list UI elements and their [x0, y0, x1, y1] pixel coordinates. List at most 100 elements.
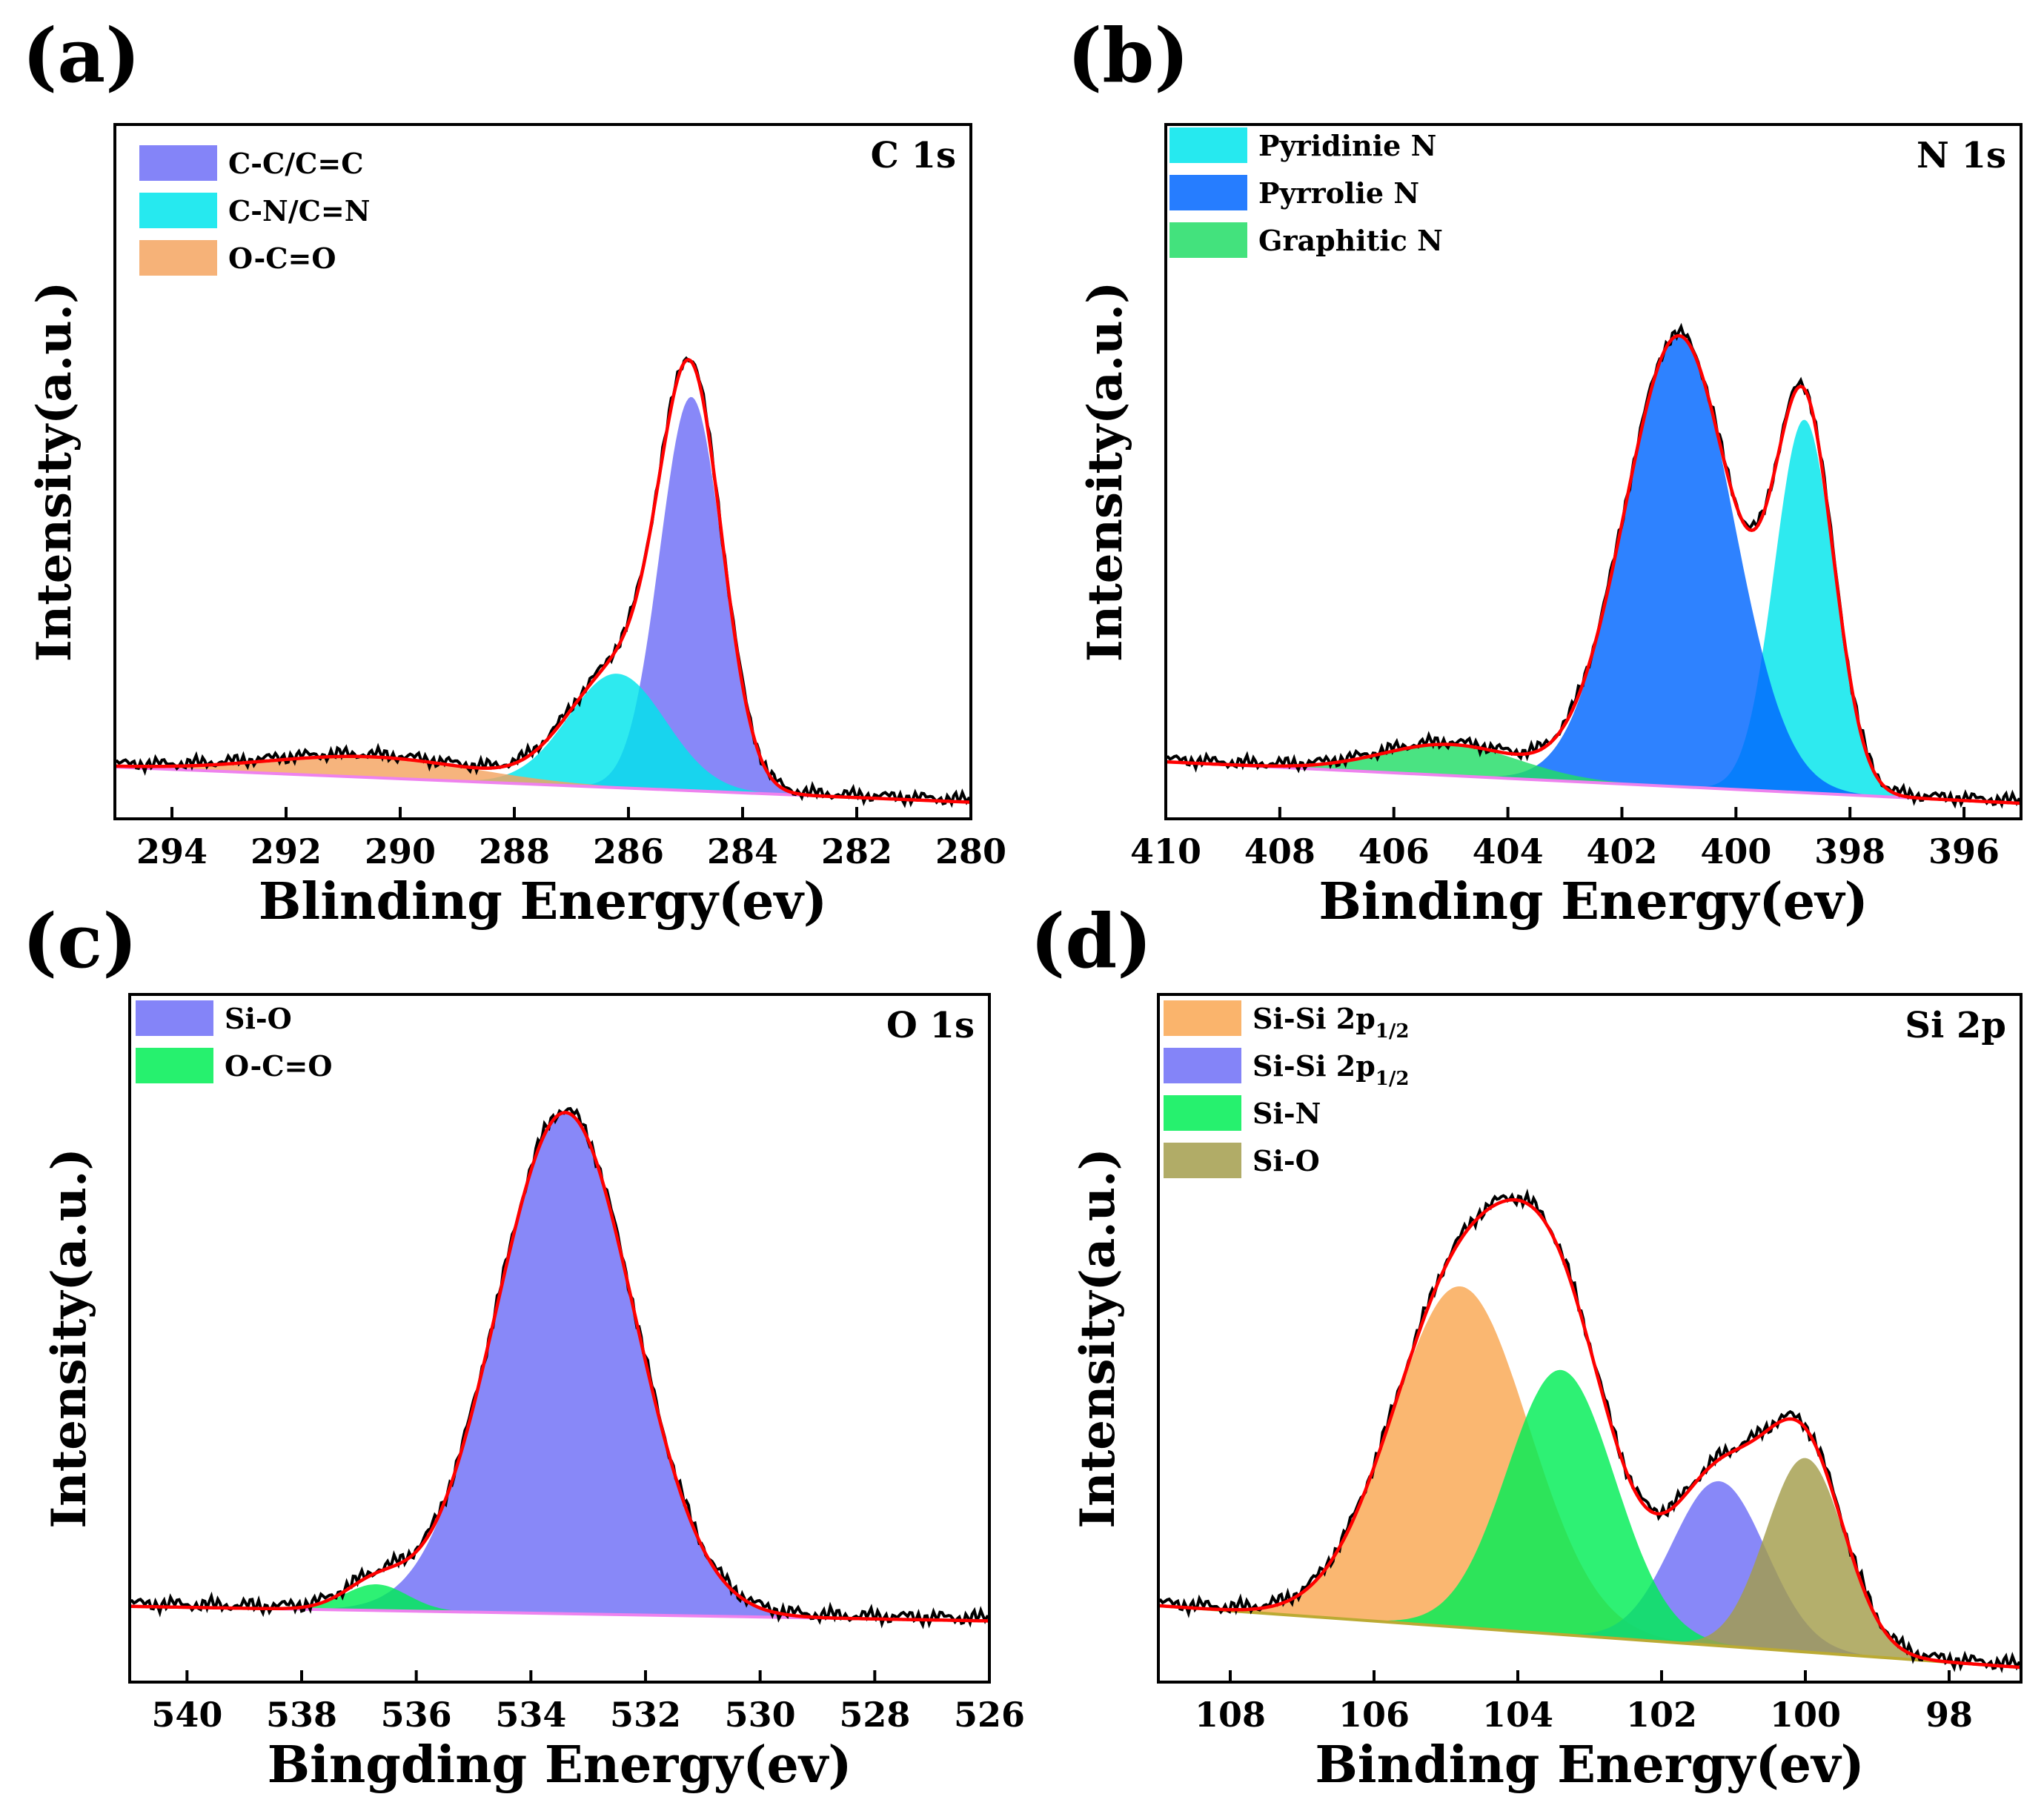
- panel-label-c: (c): [22, 897, 138, 985]
- legend-swatch-c-1: [136, 1048, 213, 1083]
- legend-swatch-a-2: [139, 240, 217, 276]
- peak-d-0: [1158, 1286, 2021, 1668]
- legend-swatch-b-1: [1169, 175, 1247, 210]
- legend-swatch-d-3: [1164, 1143, 1241, 1178]
- y-axis-label-b: Intensity(a.u.): [1078, 282, 1133, 662]
- raw-data-line-c: [130, 1106, 989, 1629]
- legend-label-c-0: Si-O: [225, 1002, 292, 1035]
- peak-d-3: [1158, 1458, 2021, 1668]
- peak-b-1: [1166, 336, 2021, 803]
- x-tick-label-c-0: 540: [151, 1695, 222, 1735]
- baseline-d: [1158, 1604, 2021, 1670]
- fit-line-b: [1166, 333, 2021, 805]
- legend-swatch-a-1: [139, 193, 217, 228]
- x-tick-label-d-0: 108: [1195, 1695, 1266, 1735]
- x-tick-label-c-1: 538: [266, 1695, 337, 1735]
- x-tick-label-a-3: 288: [479, 831, 550, 871]
- core-level-title-c: O 1s: [886, 1005, 975, 1046]
- legend-swatch-b-0: [1169, 127, 1247, 163]
- raw-data-line-a: [115, 356, 971, 808]
- panel-d-si2p: 108 106 104 102 100 98 Binding Energy(ev) Inten…: [1030, 897, 2023, 1795]
- legend-swatch-c-0: [136, 1000, 213, 1036]
- x-tick-label-d-5: 98: [1925, 1695, 1973, 1735]
- x-tick-label-a-6: 282: [821, 831, 892, 871]
- plot-area-d: [1158, 1188, 2021, 1674]
- legend-swatch-a-0: [139, 145, 217, 181]
- legend-label-a-1: C-N/C=N: [228, 194, 370, 227]
- legend-label-b-2: Graphitic N: [1258, 224, 1443, 257]
- x-tick-label-b-0: 410: [1130, 831, 1201, 871]
- x-tick-label-c-3: 534: [495, 1695, 566, 1735]
- legend-swatch-d-0: [1164, 1000, 1241, 1036]
- plot-area-a: [115, 356, 971, 808]
- legend-label-b-0: Pyridinie N: [1258, 129, 1436, 162]
- legend-label-d-0: Si-Si 2p1/2: [1252, 1002, 1409, 1043]
- x-tick-label-c-2: 536: [381, 1695, 452, 1735]
- x-tick-label-a-5: 284: [707, 831, 778, 871]
- legend-label-b-1: Pyrrolie N: [1258, 176, 1419, 210]
- x-axis-label-c: Bingding Energy(ev): [268, 1735, 852, 1795]
- axes-frame-c: [128, 993, 991, 1684]
- legend-swatch-d-2: [1164, 1095, 1241, 1131]
- x-tick-label-b-2: 406: [1358, 831, 1430, 871]
- legend-label-d-3: Si-O: [1252, 1144, 1320, 1177]
- x-tick-label-b-4: 402: [1586, 831, 1657, 871]
- legend-label-d-2: Si-N: [1252, 1097, 1321, 1130]
- peak-a-1: [115, 674, 971, 803]
- x-tick-label-b-7: 396: [1928, 831, 2000, 871]
- panel-label-b: (b): [1067, 12, 1189, 99]
- legend-label-a-2: O-C=O: [228, 242, 336, 275]
- panel-a-c1s: 294 292 290 288 286 284 282 280 Blinding Energy(…: [22, 12, 1006, 931]
- x-tick-label-b-3: 404: [1473, 831, 1544, 871]
- panel-b-n1s: 410 408 406 404 402 400 398 396 Binding Energy(e…: [1067, 12, 2023, 931]
- y-axis-label-d: Intensity(a.u.): [1070, 1148, 1126, 1529]
- x-tick-label-d-3: 102: [1626, 1695, 1697, 1735]
- legend-label-a-0: C-C/C=C: [228, 147, 363, 180]
- legend-swatch-b-2: [1169, 222, 1247, 258]
- panel-c-o1s: 540 538 536 534 532 530 528 526 Bingding Energy(…: [22, 897, 1025, 1795]
- peak-b-0: [1166, 419, 2021, 803]
- panel-label-d: (d): [1030, 897, 1152, 985]
- fit-line-c: [130, 1111, 989, 1623]
- x-axis-label-a: Blinding Energy(ev): [259, 872, 827, 931]
- peak-a-2: [115, 756, 971, 803]
- x-tick-label-a-1: 292: [250, 831, 322, 871]
- x-tick-label-c-7: 526: [954, 1695, 1025, 1735]
- peak-b-2: [1166, 744, 2021, 803]
- axes-frame-d: [1157, 993, 2023, 1684]
- x-tick-label-a-2: 290: [365, 831, 436, 871]
- core-level-title-b: N 1s: [1917, 135, 2006, 176]
- plot-area-c: [130, 1106, 989, 1629]
- x-tick-label-a-0: 294: [136, 831, 208, 871]
- core-level-title-a: C 1s: [871, 135, 956, 176]
- x-axis-label-d: Binding Energy(ev): [1315, 1735, 1864, 1795]
- core-level-title-d: Si 2p: [1905, 1005, 2006, 1046]
- peak-d-2: [1158, 1369, 2021, 1668]
- x-tick-label-a-7: 280: [935, 831, 1006, 871]
- x-tick-label-c-5: 530: [725, 1695, 796, 1735]
- x-axis-label-b: Binding Energy(ev): [1318, 872, 1868, 931]
- panel-label-a: (a): [22, 12, 140, 99]
- legend-label-c-1: O-C=O: [225, 1049, 332, 1083]
- x-tick-label-a-4: 286: [593, 831, 664, 871]
- y-axis-label-c: Intensity(a.u.): [42, 1148, 97, 1529]
- legend-swatch-d-1: [1164, 1048, 1241, 1083]
- x-tick-label-d-2: 104: [1482, 1695, 1553, 1735]
- x-tick-label-b-1: 408: [1244, 831, 1315, 871]
- baseline-b: [1166, 760, 2021, 805]
- x-tick-label-c-4: 532: [610, 1695, 681, 1735]
- axes-frame-b: [1164, 123, 2023, 820]
- axes-frame-a: [113, 123, 972, 820]
- x-tick-label-d-4: 100: [1770, 1695, 1841, 1735]
- fit-line-d: [1158, 1197, 2021, 1670]
- peak-c-0: [130, 1112, 989, 1621]
- fit-line-a: [115, 357, 971, 804]
- x-tick-label-d-1: 106: [1338, 1695, 1410, 1735]
- x-tick-label-b-6: 398: [1814, 831, 1885, 871]
- x-tick-label-b-5: 400: [1700, 831, 1771, 871]
- x-tick-label-c-6: 528: [839, 1695, 910, 1735]
- legend-label-d-1: Si-Si 2p1/2: [1252, 1049, 1409, 1090]
- plot-area-b: [1166, 322, 2021, 809]
- y-axis-label-a: Intensity(a.u.): [27, 282, 82, 662]
